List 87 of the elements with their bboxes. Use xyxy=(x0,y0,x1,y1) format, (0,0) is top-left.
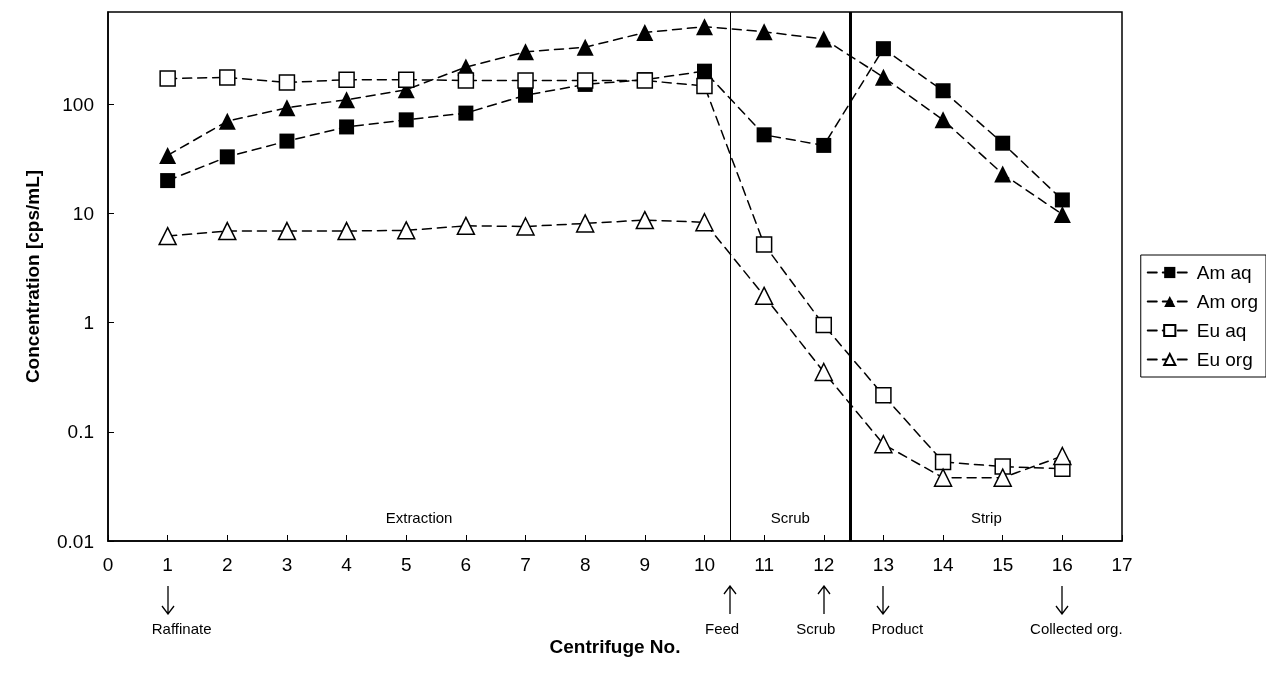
point xyxy=(159,146,177,164)
point xyxy=(218,112,236,130)
point xyxy=(636,24,654,42)
point xyxy=(874,434,893,454)
y-tick-label: 0.1 xyxy=(67,421,94,443)
x-axis-title: Centrifuge No. xyxy=(549,636,681,657)
text: Raffinate xyxy=(151,620,212,637)
point xyxy=(516,217,535,236)
point xyxy=(815,316,833,334)
y-tick-label: 1 xyxy=(83,312,94,334)
x-tick-label: 8 xyxy=(579,554,591,575)
x-tick-label: 13 xyxy=(872,554,894,575)
point xyxy=(278,74,296,91)
point xyxy=(814,362,834,382)
point xyxy=(934,453,952,471)
x-tick-label: 0 xyxy=(102,554,114,575)
point xyxy=(219,149,235,165)
text: Scrub xyxy=(796,620,836,637)
point xyxy=(158,226,177,246)
point xyxy=(457,72,475,89)
x-tick-label: 10 xyxy=(693,554,716,575)
point xyxy=(398,112,414,128)
point xyxy=(816,137,832,153)
point xyxy=(218,221,237,241)
point xyxy=(1054,192,1070,208)
point xyxy=(934,111,952,129)
x-tick-label: 5 xyxy=(400,554,412,575)
point xyxy=(1053,205,1071,223)
x-tick-label: 7 xyxy=(520,554,531,575)
point xyxy=(756,127,772,143)
point xyxy=(576,72,594,89)
x-tick-label: 16 xyxy=(1051,554,1073,575)
x-tick-label: 3 xyxy=(281,554,293,575)
point xyxy=(517,43,535,61)
x-tick-label: 1 xyxy=(162,554,173,575)
x-tick-label: 2 xyxy=(222,554,233,575)
x-tick-label: 15 xyxy=(992,554,1014,575)
y-tick-label: 10 xyxy=(72,202,94,224)
x-tick-label: 12 xyxy=(813,554,835,575)
point xyxy=(695,213,714,232)
y-axis-title: Concentration [cps/mL] xyxy=(22,169,43,384)
point xyxy=(696,63,712,79)
text: Product xyxy=(871,620,924,637)
point xyxy=(518,87,534,103)
point xyxy=(458,105,474,121)
point xyxy=(993,468,1012,487)
point xyxy=(337,221,356,241)
point xyxy=(874,68,892,86)
legend-label: Eu org xyxy=(1196,349,1253,370)
point xyxy=(875,41,891,57)
annotation: Extraction xyxy=(385,509,453,526)
legend-label: Eu aq xyxy=(1196,320,1247,341)
point xyxy=(995,135,1011,151)
point xyxy=(396,221,416,240)
point xyxy=(160,173,176,189)
point xyxy=(755,23,773,41)
legend-label: Am org xyxy=(1196,291,1259,312)
point xyxy=(994,165,1012,183)
point xyxy=(576,38,594,56)
x-tick-label: 11 xyxy=(754,554,774,575)
legend-label: Am aq xyxy=(1196,262,1252,283)
text: Collected org. xyxy=(1030,620,1123,637)
annotation: Scrub xyxy=(770,509,810,526)
point xyxy=(933,468,953,487)
x-tick-label: 4 xyxy=(341,554,353,575)
text: Feed xyxy=(705,620,740,637)
y-tick-label: 0.01 xyxy=(57,530,94,552)
point xyxy=(339,119,355,135)
point xyxy=(754,286,774,306)
point xyxy=(755,236,773,253)
point xyxy=(279,133,295,149)
annotation: Strip xyxy=(970,509,1002,526)
point xyxy=(695,18,713,36)
point xyxy=(277,221,297,241)
point xyxy=(815,30,833,48)
x-tick-label: 17 xyxy=(1111,554,1133,575)
x-tick-label: 9 xyxy=(639,554,651,575)
point xyxy=(1053,446,1072,466)
point xyxy=(278,99,296,117)
x-tick-label: 6 xyxy=(460,554,472,575)
x-tick-label: 14 xyxy=(932,554,955,575)
point xyxy=(456,216,476,236)
point xyxy=(635,210,655,230)
point xyxy=(338,91,356,109)
y-tick-label: 100 xyxy=(62,93,94,115)
point xyxy=(575,214,595,233)
point xyxy=(935,83,951,99)
